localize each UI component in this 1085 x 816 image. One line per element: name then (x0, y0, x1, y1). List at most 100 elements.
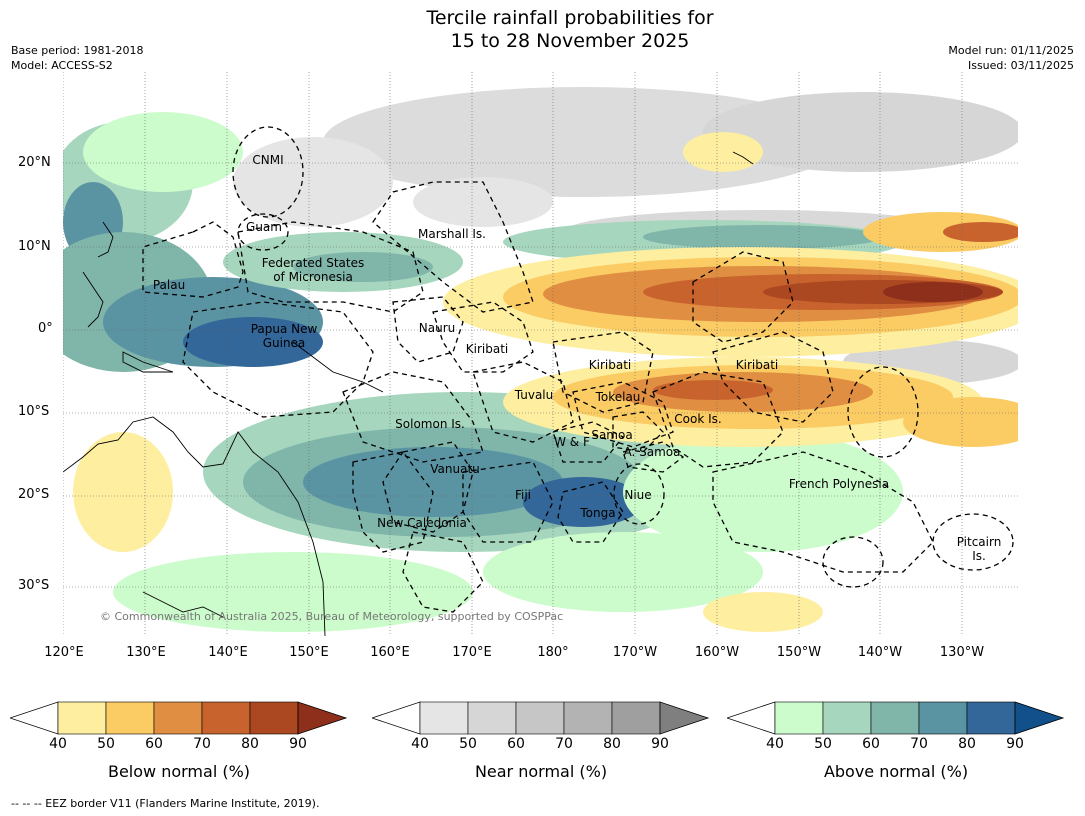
map-panel (63, 72, 1018, 636)
chart-title: Tercile rainfall probabilities for 15 to… (0, 7, 1085, 53)
region-niue: Niue (624, 488, 652, 502)
copyright-text: © Commonwealth of Australia 2025, Bureau… (100, 610, 564, 623)
colorbar-extend-low (372, 701, 421, 735)
map-svg (63, 72, 1018, 636)
region-nauru: Nauru (418, 321, 456, 335)
region-tokelau: Tokelau (595, 390, 641, 404)
colorbar-extend-high (297, 701, 348, 735)
region-pitcairn-line1: Pitcairn (956, 535, 1002, 549)
lon-label-160e: 160°E (370, 645, 410, 660)
region-wallis-futuna: W & F (554, 435, 590, 449)
region-pitcairn: Pitcairn Is. (957, 535, 1002, 563)
title-line-1: Tercile rainfall probabilities for (426, 7, 714, 29)
lon-label-180: 180° (537, 645, 569, 660)
region-png-line1: Papua New (250, 322, 318, 336)
lon-label-140w: 140°W (857, 645, 903, 660)
region-kiribati-east: Kiribati (735, 358, 779, 372)
colorbar-segment (249, 701, 299, 735)
colorbar-segment (201, 701, 251, 735)
region-solomon: Solomon Is. (395, 417, 465, 431)
coastlines (63, 151, 754, 636)
colorbar-near-title: Near normal (%) (474, 762, 608, 781)
meta-right: Model run: 01/11/2025 Issued: 03/11/2025 (948, 43, 1074, 73)
colorbar-below-normal (10, 701, 348, 735)
region-samoa: Samoa (591, 428, 633, 442)
region-png-line2: Guinea (262, 336, 306, 350)
colorbar-tick-label: 60 (145, 736, 163, 752)
base-period: Base period: 1981-2018 (11, 44, 144, 57)
model-name: Model: ACCESS-S2 (11, 59, 113, 72)
colorbar-extend-low (727, 701, 776, 735)
meta-left: Base period: 1981-2018 Model: ACCESS-S2 (11, 43, 143, 73)
colorbar-segment (611, 701, 661, 735)
region-pitcairn-line2: Is. (972, 549, 986, 563)
eez-borders (142, 126, 1014, 613)
colorbar-segment (105, 701, 155, 735)
region-cook-islands: Cook Is. (674, 412, 722, 426)
colorbar-tick-label: 70 (555, 736, 573, 752)
colorbar-tick-label: 60 (507, 736, 525, 752)
colorbar-segment (419, 701, 469, 735)
region-fsm-line1: Federated States (261, 256, 365, 270)
colorbar-above-title: Above normal (%) (823, 762, 969, 781)
issued-date: Issued: 03/11/2025 (967, 59, 1074, 72)
region-palau: Palau (152, 278, 186, 292)
colorbar-tick-label: 90 (1006, 736, 1024, 752)
eez-legend-footer: -- -- -- EEZ border V11 (Flanders Marine… (11, 797, 320, 810)
colorbar-segment (57, 701, 107, 735)
colorbar-above-normal (727, 701, 1065, 735)
title-line-2: 15 to 28 November 2025 (450, 30, 690, 52)
region-guam: Guam (246, 220, 282, 234)
colorbar-tick-label: 40 (411, 736, 429, 752)
colorbar-tick-label: 80 (958, 736, 976, 752)
colorbar-tick-label: 60 (862, 736, 880, 752)
colorbar-tick-label: 80 (603, 736, 621, 752)
colorbar-extend-low (10, 701, 59, 735)
colorbar-extend-high (1014, 701, 1065, 735)
region-cnmi: CNMI (252, 153, 284, 167)
colorbar-tick-label: 70 (910, 736, 928, 752)
colorbar-segment (467, 701, 517, 735)
colorbar-segment (870, 701, 920, 735)
colorbar-near-normal (372, 701, 710, 735)
lat-label-10n: 10°N (18, 239, 51, 254)
model-run: Model run: 01/11/2025 (948, 44, 1074, 57)
colorbar-segment (774, 701, 824, 735)
lon-label-160w: 160°W (694, 645, 740, 660)
colorbar-segment (515, 701, 565, 735)
lat-label-10s: 10°S (18, 404, 50, 419)
colorbar-segment (153, 701, 203, 735)
region-fsm: Federated States of Micronesia (262, 256, 364, 284)
colorbar-segment (918, 701, 968, 735)
lat-label-20n: 20°N (18, 155, 51, 170)
region-fsm-line2: of Micronesia (273, 270, 353, 284)
lon-label-130e: 130°E (126, 645, 166, 660)
colorbar-segment (966, 701, 1016, 735)
lon-label-130w: 130°W (939, 645, 985, 660)
colorbar-segment (822, 701, 872, 735)
region-new-caledonia: New Caledonia (377, 516, 467, 530)
colorbar-tick-label: 40 (766, 736, 784, 752)
region-vanuatu: Vanuatu (430, 462, 480, 476)
colorbar-tick-label: 50 (459, 736, 477, 752)
lon-label-170e: 170°E (452, 645, 492, 660)
colorbar-tick-label: 80 (241, 736, 259, 752)
colorbar-tick-label: 50 (814, 736, 832, 752)
region-kiribati-central: Kiribati (588, 358, 632, 372)
region-png: Papua New Guinea (251, 322, 318, 350)
lon-label-150e: 150°E (289, 645, 329, 660)
lat-label-20s: 20°S (18, 487, 50, 502)
colorbar-segment (563, 701, 613, 735)
region-american-samoa: A. Samoa (623, 445, 681, 459)
lon-label-140e: 140°E (208, 645, 248, 660)
graticule (63, 72, 1018, 636)
colorbar-tick-label: 70 (193, 736, 211, 752)
region-tonga: Tonga (580, 506, 616, 520)
colorbar-tick-label: 90 (651, 736, 669, 752)
region-marshall: Marshall Is. (418, 227, 486, 241)
colorbar-tick-label: 90 (289, 736, 307, 752)
lon-label-170w: 170°W (612, 645, 658, 660)
region-fiji: Fiji (514, 488, 532, 502)
region-kiribati-west: Kiribati (465, 342, 509, 356)
colorbar-extend-high (659, 701, 710, 735)
